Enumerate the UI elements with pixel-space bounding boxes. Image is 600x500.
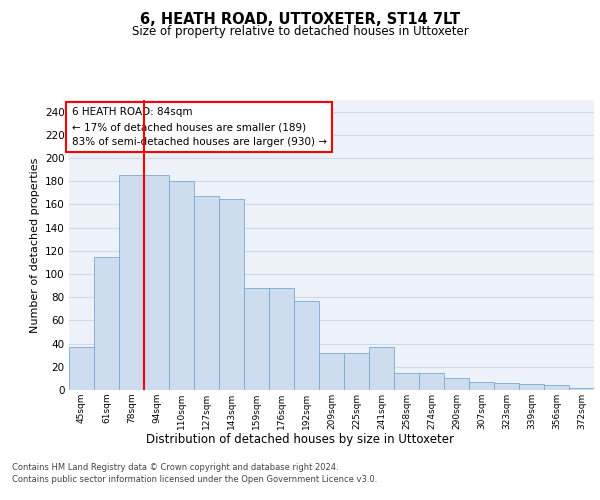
Bar: [519, 384, 544, 390]
Bar: [169, 181, 194, 390]
Y-axis label: Number of detached properties: Number of detached properties: [29, 158, 40, 332]
Bar: [369, 347, 394, 390]
Text: Contains HM Land Registry data © Crown copyright and database right 2024.: Contains HM Land Registry data © Crown c…: [12, 463, 338, 472]
Bar: [69, 347, 94, 390]
Bar: [269, 288, 294, 390]
Bar: [119, 176, 144, 390]
Text: Contains public sector information licensed under the Open Government Licence v3: Contains public sector information licen…: [12, 476, 377, 484]
Text: Distribution of detached houses by size in Uttoxeter: Distribution of detached houses by size …: [146, 432, 454, 446]
Bar: [194, 196, 219, 390]
Bar: [144, 176, 169, 390]
Bar: [344, 353, 369, 390]
Bar: [244, 288, 269, 390]
Bar: [219, 198, 244, 390]
Text: Size of property relative to detached houses in Uttoxeter: Size of property relative to detached ho…: [131, 25, 469, 38]
Bar: [444, 378, 469, 390]
Bar: [469, 382, 494, 390]
Bar: [544, 386, 569, 390]
Bar: [294, 300, 319, 390]
Bar: [394, 372, 419, 390]
Text: 6 HEATH ROAD: 84sqm
← 17% of detached houses are smaller (189)
83% of semi-detac: 6 HEATH ROAD: 84sqm ← 17% of detached ho…: [71, 108, 326, 147]
Bar: [569, 388, 594, 390]
Bar: [94, 256, 119, 390]
Bar: [419, 372, 444, 390]
Bar: [319, 353, 344, 390]
Text: 6, HEATH ROAD, UTTOXETER, ST14 7LT: 6, HEATH ROAD, UTTOXETER, ST14 7LT: [140, 12, 460, 28]
Bar: [494, 383, 519, 390]
